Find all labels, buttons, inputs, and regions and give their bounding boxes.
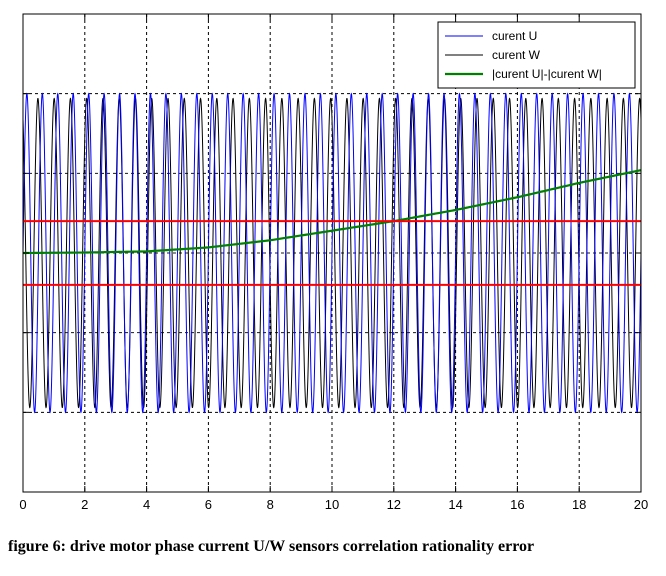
reference-lines (23, 93, 641, 413)
x-tick-label: 2 (81, 497, 88, 512)
x-tick-label: 20 (634, 497, 648, 512)
x-tick-label: 12 (387, 497, 401, 512)
series-line-u-minus-w (22, 169, 642, 255)
x-tick-label: 8 (267, 497, 274, 512)
x-tick-label: 14 (448, 497, 462, 512)
ticks: 0 2 4 6 8 10 12 14 16 18 20 (19, 13, 648, 512)
series-group (22, 92, 642, 414)
x-tick-label: 16 (510, 497, 524, 512)
x-tick-label: 6 (205, 497, 212, 512)
threshold-lines (23, 220, 641, 286)
x-tick-label: 0 (19, 497, 26, 512)
chart: 0 2 4 6 8 10 12 14 16 18 20 curent U curent W |curen… (19, 13, 648, 512)
legend: curent U curent W |curent U|-|curent W| (437, 21, 636, 89)
x-tick-label: 4 (143, 497, 150, 512)
x-tick-label: 18 (572, 497, 586, 512)
legend-label: curent U (492, 29, 537, 43)
series-line-curent-u (22, 92, 642, 414)
legend-label: curent W (492, 48, 541, 62)
x-tick-label: 10 (325, 497, 339, 512)
legend-label: |curent U|-|curent W| (492, 67, 602, 81)
figure-caption: figure 6: drive motor phase current U/W … (8, 538, 535, 555)
